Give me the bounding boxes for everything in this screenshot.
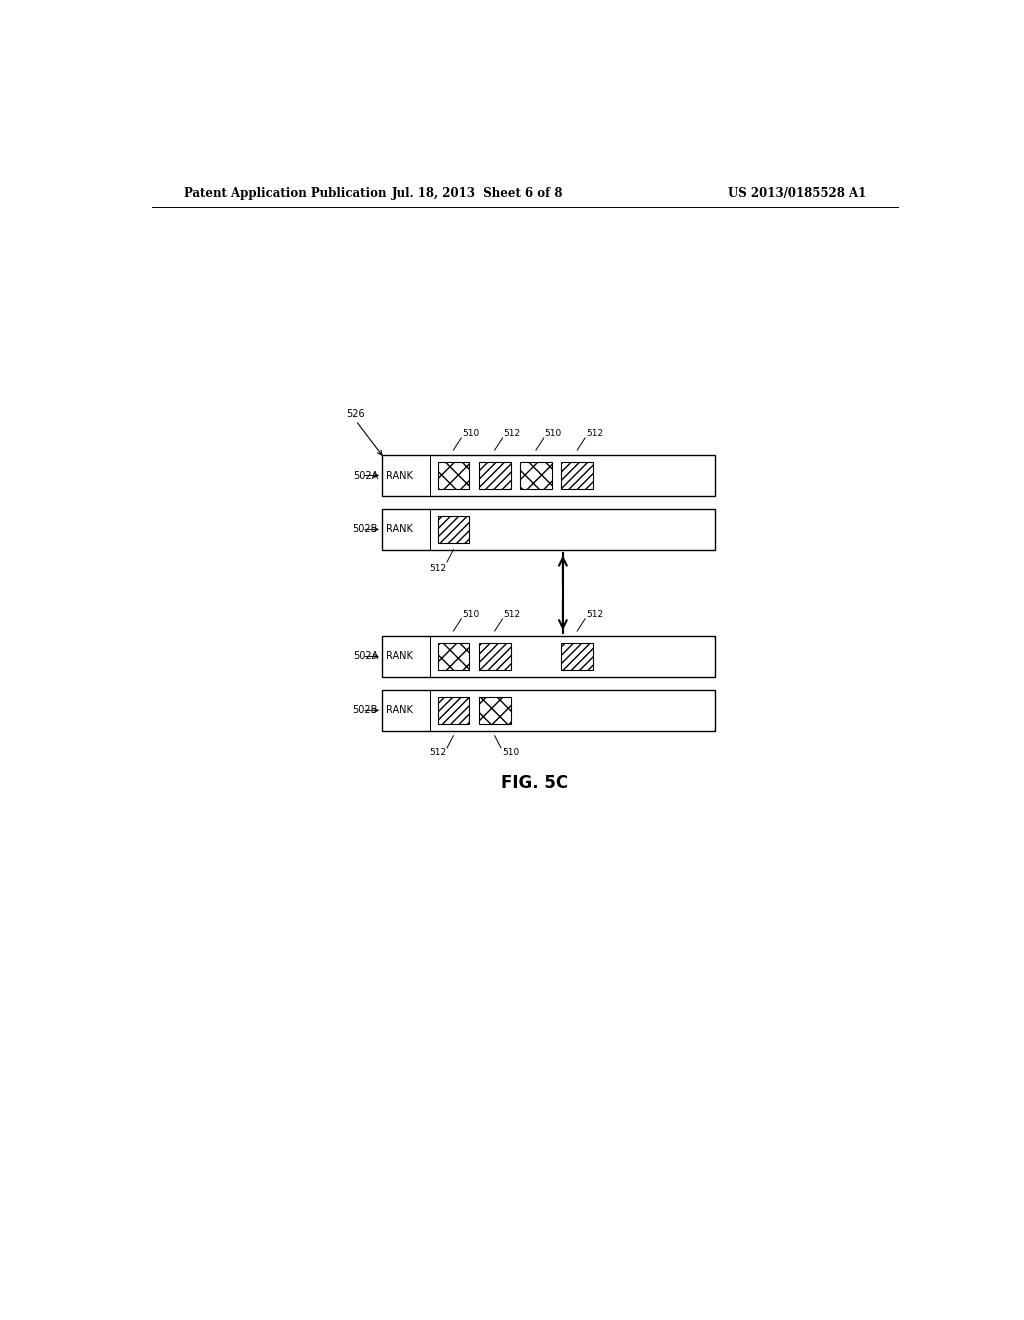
Bar <box>479 462 511 490</box>
Bar <box>479 697 511 725</box>
Bar <box>437 462 469 490</box>
Text: 512: 512 <box>586 429 603 438</box>
Bar <box>437 516 469 543</box>
Bar <box>382 636 715 677</box>
Text: RANK: RANK <box>386 524 413 535</box>
Text: 502B: 502B <box>352 524 378 535</box>
Bar <box>382 455 715 496</box>
Bar <box>382 510 715 549</box>
Text: 510: 510 <box>545 429 562 438</box>
Bar <box>437 697 469 725</box>
Text: 502A: 502A <box>352 470 378 480</box>
Bar <box>520 462 552 490</box>
Text: Patent Application Publication: Patent Application Publication <box>183 187 386 201</box>
Text: FIG. 5C: FIG. 5C <box>501 775 568 792</box>
Text: 512: 512 <box>429 748 446 756</box>
Bar <box>479 643 511 671</box>
Text: 510: 510 <box>462 610 479 619</box>
Text: RANK: RANK <box>386 705 413 715</box>
Text: 502B: 502B <box>352 705 378 715</box>
Text: 512: 512 <box>504 610 520 619</box>
Bar <box>437 643 469 671</box>
Text: 502A: 502A <box>352 652 378 661</box>
Bar <box>561 462 593 490</box>
Text: RANK: RANK <box>386 470 413 480</box>
Bar <box>561 643 593 671</box>
Text: 512: 512 <box>429 564 446 573</box>
Text: 526: 526 <box>346 409 365 418</box>
Text: US 2013/0185528 A1: US 2013/0185528 A1 <box>728 187 866 201</box>
Text: RANK: RANK <box>386 652 413 661</box>
Text: 512: 512 <box>586 610 603 619</box>
Text: Jul. 18, 2013  Sheet 6 of 8: Jul. 18, 2013 Sheet 6 of 8 <box>391 187 563 201</box>
Text: 510: 510 <box>462 429 479 438</box>
Text: 512: 512 <box>504 429 520 438</box>
Bar <box>382 690 715 731</box>
Text: 510: 510 <box>502 748 519 756</box>
